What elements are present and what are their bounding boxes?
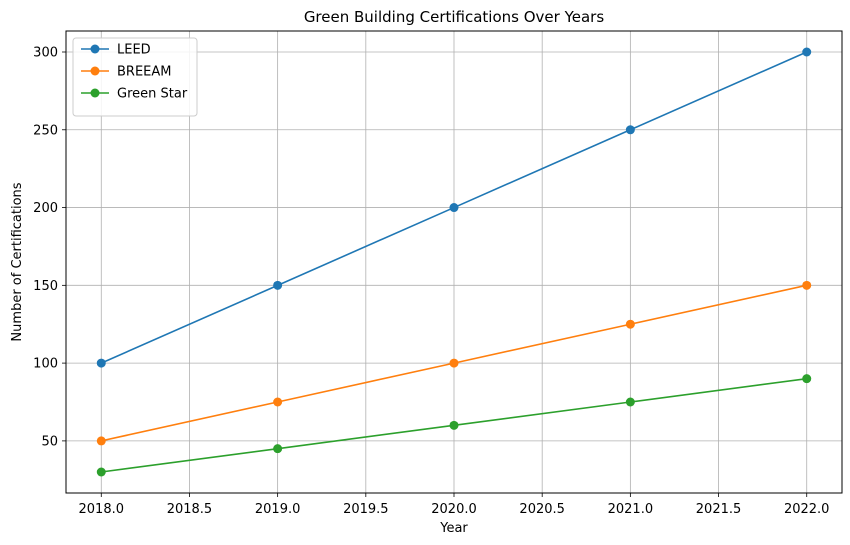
data-point-green-star — [273, 444, 283, 454]
legend-label: LEED — [117, 43, 151, 58]
y-tick-label: 300 — [33, 46, 58, 61]
legend: LEED BREEAM Green Star — [72, 37, 198, 117]
legend-label: Green Star — [117, 87, 188, 102]
y-axis-label: Number of Certifications — [10, 182, 25, 341]
data-point-leed — [802, 47, 812, 57]
series-green-star — [96, 374, 812, 477]
series-leed — [96, 47, 812, 368]
legend-marker — [90, 66, 100, 76]
data-point-green-star — [802, 374, 812, 384]
legend-item-green-star: Green Star — [81, 87, 188, 102]
series-breeam — [96, 280, 812, 446]
y-axis-ticks: 50 100 150 200 250 300 — [33, 46, 66, 449]
data-point-green-star — [96, 467, 106, 477]
data-point-leed — [273, 280, 283, 290]
legend-item-breeam: BREEAM — [81, 65, 172, 80]
data-point-green-star — [625, 397, 635, 407]
data-point-breeam — [802, 280, 812, 290]
data-point-breeam — [96, 436, 106, 446]
legend-item-leed: LEED — [81, 43, 151, 58]
data-point-breeam — [449, 358, 459, 368]
y-tick-label: 200 — [33, 201, 58, 216]
y-tick-label: 250 — [33, 123, 58, 138]
legend-marker — [90, 88, 100, 98]
data-point-breeam — [625, 319, 635, 329]
x-tick-label: 2022.0 — [784, 502, 830, 517]
data-point-leed — [625, 125, 635, 135]
y-tick-label: 100 — [33, 357, 58, 372]
chart-title: Green Building Certifications Over Years — [304, 8, 605, 26]
x-tick-label: 2021.0 — [608, 502, 654, 517]
data-point-green-star — [449, 420, 459, 430]
legend-label: BREEAM — [117, 65, 172, 80]
x-axis-ticks: 2018.0 2018.5 2019.0 2019.5 2020.0 2020.5 2021… — [79, 493, 830, 517]
x-tick-label: 2018.0 — [79, 502, 125, 517]
x-tick-label: 2019.0 — [255, 502, 301, 517]
x-tick-label: 2020.5 — [519, 502, 565, 517]
legend-frame — [72, 37, 198, 117]
x-tick-label: 2019.5 — [343, 502, 389, 517]
y-tick-label: 50 — [41, 434, 58, 449]
x-axis-label: Year — [439, 521, 468, 536]
data-point-leed — [449, 203, 459, 213]
x-tick-label: 2020.0 — [431, 502, 477, 517]
y-tick-label: 150 — [33, 279, 58, 294]
legend-marker — [90, 44, 100, 54]
data-point-breeam — [273, 397, 283, 407]
series — [96, 47, 812, 477]
data-point-leed — [96, 358, 106, 368]
x-tick-label: 2021.5 — [696, 502, 742, 517]
x-tick-label: 2018.5 — [167, 502, 213, 517]
